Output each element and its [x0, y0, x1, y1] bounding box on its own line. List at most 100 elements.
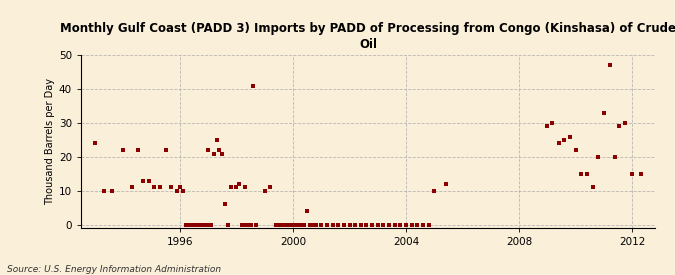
- Point: [559, 138, 570, 142]
- Point: [564, 134, 575, 139]
- Point: [554, 141, 564, 145]
- Point: [200, 223, 211, 227]
- Point: [582, 172, 593, 176]
- Point: [356, 223, 367, 227]
- Point: [237, 223, 248, 227]
- Point: [178, 189, 188, 193]
- Point: [192, 223, 202, 227]
- Point: [327, 223, 338, 227]
- Point: [373, 223, 383, 227]
- Point: [361, 223, 372, 227]
- Point: [206, 223, 217, 227]
- Point: [350, 223, 360, 227]
- Point: [570, 148, 581, 152]
- Point: [344, 223, 355, 227]
- Point: [196, 223, 207, 227]
- Point: [220, 202, 231, 207]
- Point: [383, 223, 394, 227]
- Point: [418, 223, 429, 227]
- Point: [245, 223, 256, 227]
- Point: [183, 223, 194, 227]
- Point: [241, 223, 252, 227]
- Point: [307, 223, 318, 227]
- Point: [290, 223, 301, 227]
- Point: [542, 124, 553, 128]
- Point: [276, 223, 287, 227]
- Title: Monthly Gulf Coast (PADD 3) Imports by PADD of Processing from Congo (Kinshasa) : Monthly Gulf Coast (PADD 3) Imports by P…: [60, 22, 675, 51]
- Point: [279, 223, 290, 227]
- Point: [423, 223, 434, 227]
- Point: [367, 223, 377, 227]
- Point: [231, 185, 242, 190]
- Point: [304, 223, 315, 227]
- Point: [225, 185, 236, 190]
- Point: [149, 185, 160, 190]
- Point: [209, 151, 219, 156]
- Point: [406, 223, 417, 227]
- Point: [155, 185, 165, 190]
- Point: [259, 189, 270, 193]
- Point: [296, 223, 307, 227]
- Point: [378, 223, 389, 227]
- Point: [310, 223, 321, 227]
- Point: [107, 189, 117, 193]
- Point: [90, 141, 101, 145]
- Point: [316, 223, 327, 227]
- Point: [197, 223, 208, 227]
- Point: [211, 138, 222, 142]
- Point: [98, 189, 109, 193]
- Point: [132, 148, 143, 152]
- Text: Source: U.S. Energy Information Administration: Source: U.S. Energy Information Administ…: [7, 265, 221, 274]
- Y-axis label: Thousand Barrels per Day: Thousand Barrels per Day: [45, 78, 55, 205]
- Point: [401, 223, 412, 227]
- Point: [282, 223, 293, 227]
- Point: [599, 111, 610, 115]
- Point: [610, 155, 620, 159]
- Point: [265, 185, 276, 190]
- Point: [576, 172, 587, 176]
- Point: [138, 178, 148, 183]
- Point: [635, 172, 646, 176]
- Point: [217, 151, 227, 156]
- Point: [273, 223, 284, 227]
- Point: [214, 148, 225, 152]
- Point: [288, 223, 298, 227]
- Point: [440, 182, 451, 186]
- Point: [429, 189, 439, 193]
- Point: [251, 223, 262, 227]
- Point: [171, 189, 182, 193]
- Point: [118, 148, 129, 152]
- Point: [389, 223, 400, 227]
- Point: [285, 223, 296, 227]
- Point: [299, 223, 310, 227]
- Point: [248, 83, 259, 88]
- Point: [293, 223, 304, 227]
- Point: [271, 223, 281, 227]
- Point: [143, 178, 154, 183]
- Point: [395, 223, 406, 227]
- Point: [587, 185, 598, 190]
- Point: [201, 223, 212, 227]
- Point: [234, 182, 244, 186]
- Point: [627, 172, 638, 176]
- Point: [321, 223, 332, 227]
- Point: [412, 223, 423, 227]
- Point: [190, 223, 201, 227]
- Point: [188, 223, 199, 227]
- Point: [240, 185, 250, 190]
- Point: [202, 148, 213, 152]
- Point: [186, 223, 196, 227]
- Point: [620, 121, 630, 125]
- Point: [180, 223, 191, 227]
- Point: [338, 223, 349, 227]
- Point: [175, 185, 186, 190]
- Point: [604, 63, 615, 67]
- Point: [223, 223, 234, 227]
- Point: [194, 223, 205, 227]
- Point: [614, 124, 625, 128]
- Point: [593, 155, 603, 159]
- Point: [166, 185, 177, 190]
- Point: [333, 223, 344, 227]
- Point: [184, 223, 195, 227]
- Point: [546, 121, 557, 125]
